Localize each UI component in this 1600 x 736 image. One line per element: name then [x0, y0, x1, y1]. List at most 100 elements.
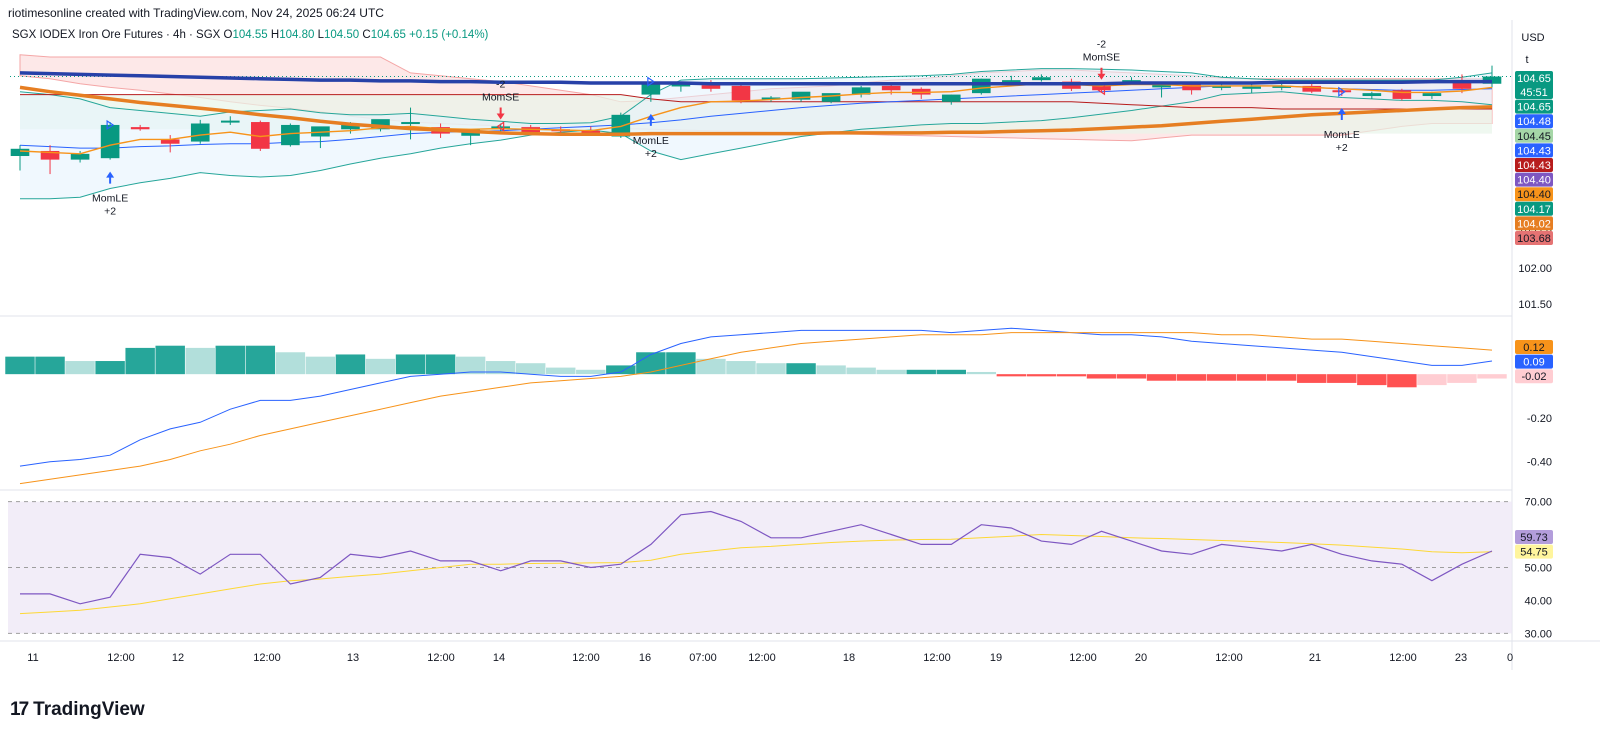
- signal-qty: -2: [496, 78, 505, 90]
- candle-body: [190, 123, 210, 142]
- ma-long-line: [19, 71, 1492, 86]
- macd-histogram-bar: [1086, 374, 1117, 379]
- time-axis-tick: 13: [347, 652, 359, 664]
- entry-marker-icon: [1097, 85, 1106, 96]
- signal-label: MomLE: [92, 193, 128, 205]
- candle-body: [791, 91, 811, 100]
- macd-histogram-bar: [876, 369, 906, 375]
- rsi-axis-tick: 70.00: [1524, 497, 1552, 509]
- signal-label: MomLE: [1324, 129, 1360, 141]
- macd-histogram-bar: [275, 352, 306, 375]
- signal-qty: +2: [1336, 142, 1348, 154]
- time-axis-tick: 16: [639, 652, 651, 664]
- rsi-badge-value: 59.73: [1520, 532, 1548, 544]
- candle-body: [371, 119, 390, 130]
- entry-marker-icon: [496, 121, 505, 132]
- price-axis-tick: 101.50: [1518, 299, 1552, 311]
- candle-body: [731, 85, 751, 101]
- candle-body: [1392, 90, 1412, 99]
- macd-histogram-bar: [35, 356, 65, 375]
- candle-body: [1422, 93, 1442, 97]
- rsi-pane[interactable]: [8, 501, 1512, 634]
- macd-histogram-bar: [936, 369, 966, 375]
- macd-signal-line: [19, 332, 1493, 485]
- symbol-name[interactable]: SGX IODEX Iron Ore Futures · 4h · SGX: [12, 29, 221, 41]
- time-axis[interactable]: 11 12:00 12 12:00 13 12:00 14 12:00 16 07:00 12:00…: [27, 652, 1513, 664]
- macd-badge: [1515, 354, 1553, 369]
- macd-pane[interactable]: [5, 327, 1507, 485]
- candle-body: [1242, 86, 1261, 89]
- candle-body: [1452, 80, 1472, 89]
- macd-histogram-bar: [1447, 374, 1477, 383]
- price-badge: [1515, 143, 1553, 158]
- macd-badge-value: 0.12: [1523, 342, 1544, 354]
- macd-histogram-bar: [305, 356, 336, 375]
- price-badge: [1515, 172, 1553, 187]
- ohlc-high: 104.80: [279, 29, 315, 41]
- macd-histogram-bar: [786, 363, 816, 375]
- macd-histogram-bar: [365, 358, 396, 375]
- macd-histogram-bar: [1387, 374, 1417, 388]
- candle-body: [1332, 90, 1352, 93]
- macd-histogram-bar: [966, 371, 997, 375]
- macd-histogram-bar: [185, 347, 215, 375]
- rsi-badge: [1515, 544, 1553, 559]
- macd-badge: [1515, 369, 1553, 384]
- price-badge-value: 104.17: [1517, 204, 1551, 216]
- candle-body: [911, 88, 931, 95]
- macd-histogram-bar: [636, 352, 666, 375]
- time-axis-tick: 12:00: [923, 652, 951, 664]
- price-badge-value: 104.43: [1517, 145, 1551, 157]
- currency-label: USD: [1521, 32, 1544, 44]
- macd-histogram-bar: [65, 361, 95, 375]
- signal-qty: +2: [645, 148, 657, 160]
- time-axis-tick: 12:00: [572, 652, 600, 664]
- long-entry-arrow-icon: [106, 171, 115, 184]
- candle-body: [641, 81, 661, 95]
- candle-body: [1272, 85, 1292, 88]
- candle-body: [1002, 80, 1021, 83]
- ohlc-close-label: C: [362, 29, 371, 41]
- price-axis-tick: 102.00: [1518, 263, 1552, 275]
- price-badge: [1515, 114, 1553, 129]
- macd-histogram-bar: [455, 356, 486, 375]
- time-axis-tick: 12:00: [253, 652, 281, 664]
- entry-marker-icon: [647, 76, 655, 87]
- candle-body: [160, 139, 180, 144]
- pane-dividers: [0, 20, 1600, 670]
- macd-histogram-bar: [1026, 374, 1057, 377]
- ema-slow-line: [19, 85, 1493, 137]
- time-axis-tick: 23: [1455, 652, 1467, 664]
- candle-body: [821, 93, 841, 102]
- time-axis-tick: 0: [1507, 652, 1513, 664]
- ohlc-low: 104.50: [324, 29, 360, 41]
- candle-body: [311, 126, 330, 137]
- tradingview-logo[interactable]: 17 TradingView: [10, 699, 145, 721]
- macd-badge-value: -0.02: [1521, 371, 1546, 383]
- macd-histogram-bar: [1266, 374, 1297, 381]
- price-badge-value: 104.40: [1517, 175, 1551, 187]
- price-badge-value: 104.43: [1517, 160, 1551, 172]
- macd-histogram-bar: [95, 361, 125, 375]
- ohlc-open-label: O: [223, 29, 233, 41]
- macd-histogram-bar: [395, 354, 426, 375]
- time-axis-tick: 21: [1309, 652, 1321, 664]
- candle-body: [1152, 84, 1171, 88]
- price-axis[interactable]: USDt101.50102.00102.50-0.20-0.4070.0050.…: [1515, 32, 1553, 640]
- candle-body: [581, 130, 601, 133]
- ohlc-low-label: L: [317, 29, 324, 41]
- candle-body: [130, 127, 150, 130]
- candle-body: [1212, 85, 1231, 88]
- macd-histogram-bar: [1146, 374, 1177, 381]
- candle-body: [701, 85, 721, 89]
- candle-body: [281, 124, 300, 146]
- time-axis-tick: 12:00: [107, 652, 135, 664]
- time-axis-tick: 19: [990, 652, 1002, 664]
- macd-histogram-bar: [816, 365, 846, 375]
- long-entry-arrow-icon: [646, 113, 655, 126]
- signal-qty: -2: [1097, 39, 1106, 51]
- candle-body: [10, 148, 30, 157]
- time-axis-tick: 12: [172, 652, 184, 664]
